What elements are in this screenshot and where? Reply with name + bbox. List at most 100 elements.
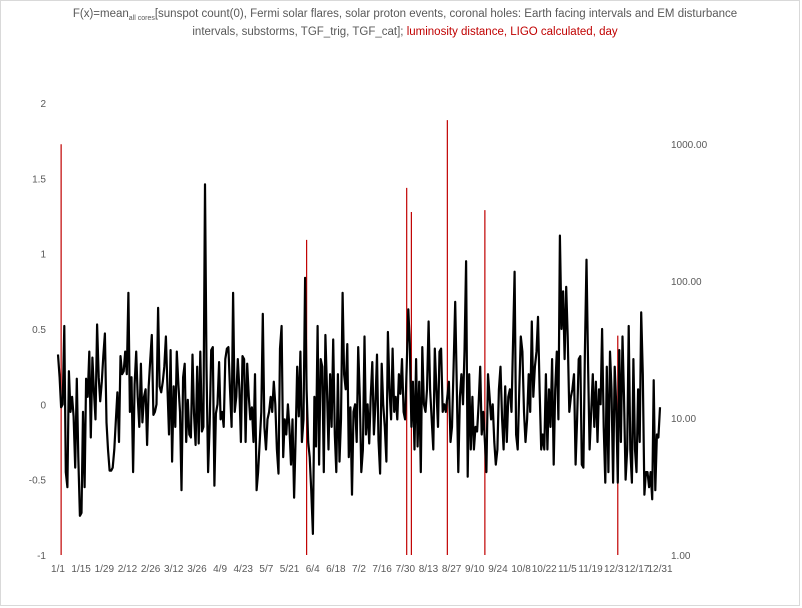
data-point: [220, 419, 222, 420]
data-point: [235, 396, 237, 398]
data-point: [126, 373, 128, 375]
data-point: [587, 366, 589, 368]
x-tick-label: 9/10: [465, 564, 485, 575]
data-point: [351, 494, 353, 496]
data-point: [584, 351, 586, 352]
data-point: [278, 473, 279, 475]
data-point: [373, 434, 375, 435]
data-point: [304, 277, 306, 279]
data-point: [359, 396, 361, 398]
x-tick-label: 6/4: [306, 564, 320, 575]
x-tick-label: 3/12: [164, 564, 184, 575]
data-point: [84, 486, 85, 488]
data-point: [178, 384, 179, 386]
data-point: [65, 471, 67, 473]
data-point: [70, 411, 71, 413]
data-point: [273, 381, 275, 383]
data-point: [650, 471, 652, 473]
data-point: [465, 260, 467, 262]
data-point: [428, 321, 429, 322]
data-point: [512, 343, 514, 345]
data-point: [142, 422, 143, 423]
data-point: [232, 292, 234, 294]
data-point: [515, 434, 517, 435]
title-main: [sunspot count(0), Fermi solar flares, s…: [154, 8, 738, 38]
data-point: [415, 358, 417, 360]
x-tick-label: 1/15: [71, 564, 91, 575]
data-point: [173, 385, 175, 387]
data-point: [371, 361, 373, 363]
data-point: [343, 373, 345, 375]
data-point: [299, 351, 301, 352]
data-point: [528, 373, 530, 375]
x-tick-label: 11/5: [558, 564, 577, 575]
data-point: [614, 366, 616, 368]
data-point: [143, 396, 145, 398]
data-point: [151, 334, 153, 336]
data-point: [170, 349, 171, 351]
data-point: [289, 426, 290, 428]
data-point: [306, 388, 308, 390]
data-point: [553, 464, 555, 465]
data-point: [612, 482, 614, 484]
data-point: [442, 411, 444, 413]
data-point: [226, 348, 228, 349]
data-point: [389, 388, 390, 390]
data-point: [218, 361, 220, 363]
data-point: [310, 491, 312, 493]
data-point: [68, 370, 70, 372]
data-point: [443, 403, 445, 405]
data-point: [324, 334, 326, 336]
data-point: [654, 489, 656, 491]
data-point: [634, 449, 636, 450]
data-point: [231, 426, 232, 428]
data-point: [450, 441, 451, 443]
data-point: [573, 373, 575, 375]
data-point: [312, 533, 314, 535]
data-point: [274, 403, 276, 405]
data-point: [623, 396, 625, 398]
data-point: [73, 415, 75, 417]
data-point: [576, 419, 578, 420]
data-point: [642, 373, 644, 375]
x-axis: 1/1 1/15 1/29 2/12 2/26 3/12 3/26 4/9 4/23 5/7 5/2…: [51, 564, 673, 575]
y-axis-left: -1 -0.5 0 0.5 1 1.5 2: [29, 99, 47, 562]
data-point: [592, 373, 594, 375]
data-point: [651, 498, 653, 500]
y-axis-right: 1.00 10.00 100.00 1000.00: [671, 140, 708, 562]
data-point: [320, 358, 322, 360]
data-point: [581, 464, 583, 465]
data-point: [582, 467, 584, 469]
data-point: [257, 471, 259, 473]
y-left-tick-label: 0.5: [32, 325, 46, 336]
data-point: [115, 419, 117, 420]
x-tick-label: 10/22: [532, 564, 557, 575]
data-point: [296, 366, 298, 368]
data-point: [525, 441, 526, 443]
data-point: [93, 391, 95, 393]
data-point: [87, 396, 89, 398]
data-point: [307, 441, 309, 443]
data-point: [167, 388, 168, 390]
data-point: [88, 351, 90, 352]
data-point: [451, 426, 453, 428]
data-point: [229, 388, 231, 390]
data-point: [600, 403, 601, 405]
data-point: [145, 388, 146, 390]
data-point: [418, 381, 420, 383]
data-point: [481, 434, 483, 435]
data-point: [429, 388, 431, 390]
data-point: [135, 351, 137, 352]
data-point: [109, 470, 110, 472]
data-point: [436, 388, 437, 390]
data-point: [215, 412, 217, 414]
data-point: [504, 385, 506, 387]
data-point: [498, 388, 500, 390]
data-point: [432, 449, 434, 450]
data-point: [648, 486, 650, 488]
data-point: [101, 381, 103, 383]
data-point: [213, 485, 215, 487]
data-point: [118, 441, 120, 443]
